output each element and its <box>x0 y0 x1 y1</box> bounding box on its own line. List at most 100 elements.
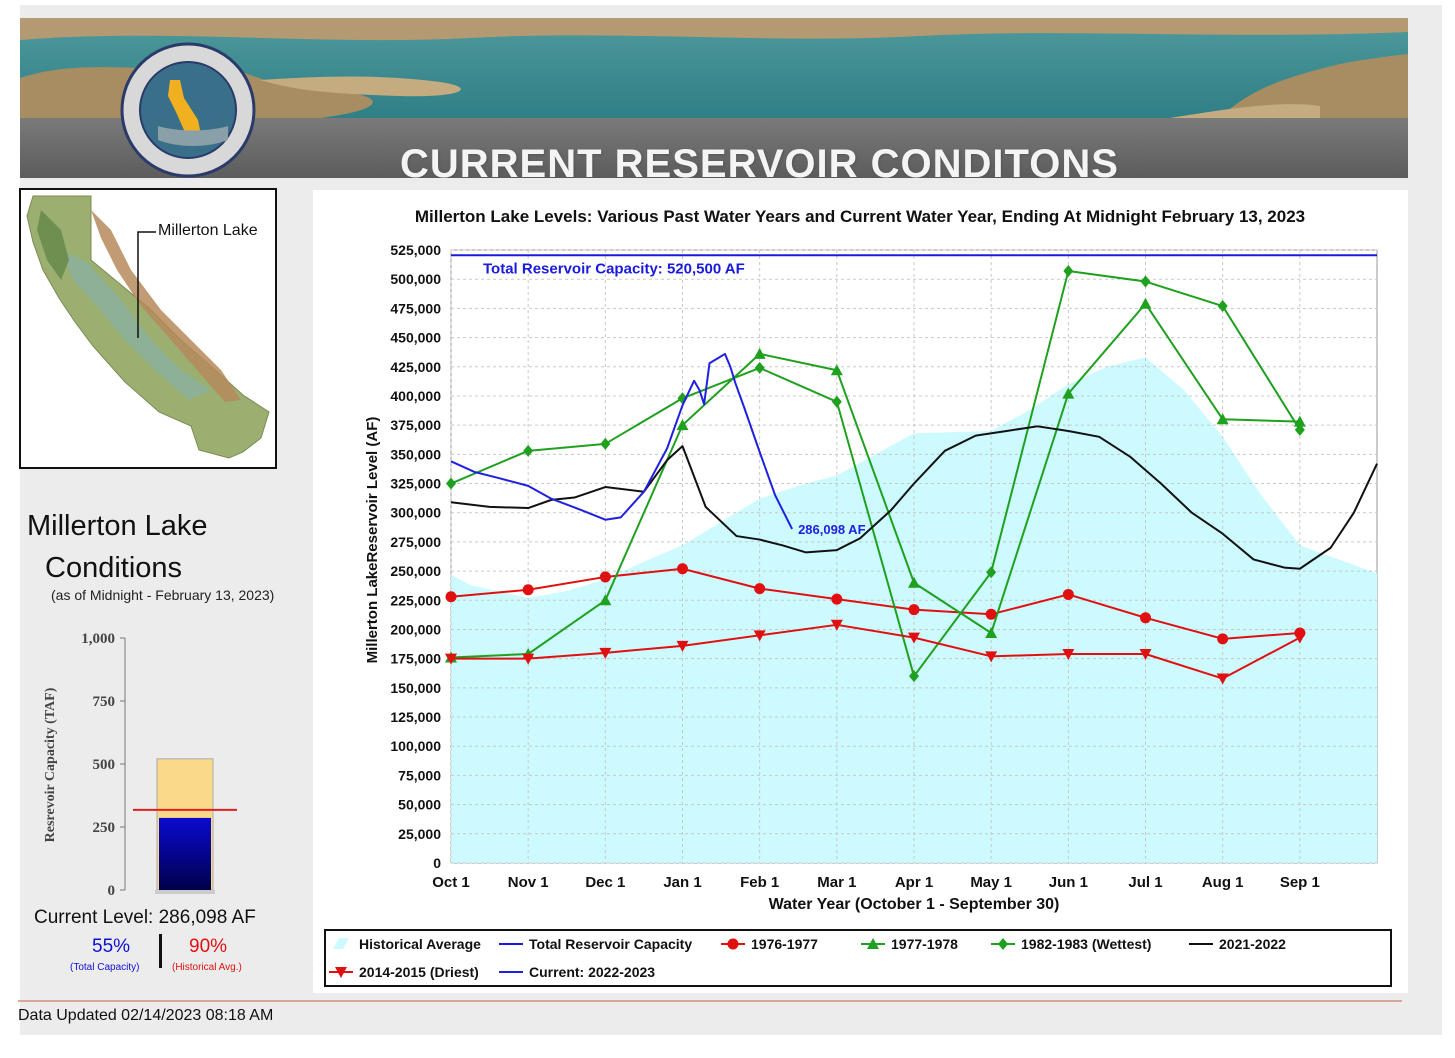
legend-item-total-reservoir-capacity: Total Reservoir Capacity <box>499 936 692 952</box>
legend-marker <box>335 967 347 978</box>
legend-label: 1982-1983 (Wettest) <box>1021 936 1151 952</box>
plot-layer: 0 25,000 50,000 75,000 100,000 125,000 150,000… <box>390 242 1378 891</box>
chart-title: Millerton Lake Levels: Various Past Wate… <box>415 207 1305 226</box>
point-2014-2015-driest <box>753 630 766 642</box>
footer-divider <box>18 1000 1402 1002</box>
point-1977-1978 <box>1216 413 1229 425</box>
point-1977-1978 <box>1139 297 1152 309</box>
y-tick-label: 275,000 <box>390 534 441 550</box>
point-1977-1978 <box>753 347 766 359</box>
y-tick-label: 450,000 <box>390 330 441 346</box>
point-1976-1977 <box>754 583 766 595</box>
current-value-annotation: 286,098 AF <box>798 522 866 537</box>
legend-marker <box>727 938 739 950</box>
chart-xlabel: Water Year (October 1 - September 30) <box>769 896 1060 913</box>
legend-item-2014-2015-driest: 2014-2015 (Driest) <box>329 964 479 980</box>
conditions-title-line2: Conditions <box>45 552 183 584</box>
y-tick-label: 25,000 <box>398 826 441 842</box>
x-tick-label: Jul 1 <box>1128 874 1162 891</box>
gauge-current-bar <box>159 817 211 890</box>
data-updated-text: Data Updated 02/14/2023 08:18 AM <box>18 1007 274 1024</box>
conditions-title: Millerton Lake Conditions <box>27 505 287 589</box>
series-line-1982-1983-wettest <box>450 270 1301 678</box>
point-1982-1983-wettest <box>1140 275 1151 288</box>
gauge-base <box>155 890 215 894</box>
percent-capacity-label: (Total Capacity) <box>70 962 140 973</box>
y-tick-label: 475,000 <box>390 300 441 316</box>
california-map: Millerton Lake <box>19 188 277 469</box>
legend-item-2021-2022: 2021-2022 <box>1189 936 1286 952</box>
legend-label: 1976-1977 <box>751 936 818 952</box>
x-tick-label: Mar 1 <box>817 874 856 891</box>
percent-divider <box>159 934 162 968</box>
legend-item-1977-1978: 1977-1978 <box>861 936 958 952</box>
point-1982-1983-wettest <box>523 444 534 457</box>
point-2014-2015-driest <box>599 647 612 659</box>
capacity-gauge: 0 250 500 750 1,000 Resrevoir Capacity (TAF) <box>43 631 237 899</box>
point-1976-1977 <box>831 593 843 605</box>
y-tick-label: 400,000 <box>390 388 441 404</box>
point-2014-2015-driest <box>1293 632 1306 644</box>
page-title: CURRENT RESERVOIR CONDITONS <box>400 142 1119 178</box>
series-line-2021-2022 <box>450 425 1378 570</box>
series-line-current-2022-2023 <box>450 352 793 530</box>
legend-label: Historical Average <box>359 936 481 952</box>
y-tick-label: 100,000 <box>390 738 441 754</box>
header-banner: CURRENT RESERVOIR CONDITONS <box>20 18 1408 178</box>
gauge-axis: 0 250 500 750 1,000 <box>81 631 126 899</box>
point-2014-2015-driest <box>445 653 457 665</box>
point-1977-1978 <box>985 626 998 638</box>
legend-marker <box>867 938 879 949</box>
point-1982-1983-wettest <box>446 477 456 490</box>
y-tick-label: 225,000 <box>390 592 441 608</box>
gauge-tick-label: 750 <box>93 694 116 710</box>
point-1982-1983-wettest <box>1217 300 1228 313</box>
y-tick-label: 425,000 <box>390 359 441 375</box>
y-tick-label: 0 <box>433 855 441 871</box>
point-1977-1978 <box>599 594 612 606</box>
y-tick-label: 50,000 <box>398 797 441 813</box>
legend-item-current-2022-2023: Current: 2022-2023 <box>499 964 655 980</box>
x-tick-label: Oct 1 <box>432 874 470 891</box>
point-2014-2015-driest <box>676 640 689 652</box>
point-1977-1978 <box>1062 387 1075 399</box>
x-tick-label: May 1 <box>970 874 1012 891</box>
legend: Historical Average Total Reservoir Capaci… <box>329 936 1286 980</box>
point-2014-2015-driest <box>522 653 535 665</box>
x-tick-label: Dec 1 <box>585 874 625 891</box>
y-tick-label: 125,000 <box>390 709 441 725</box>
y-tick-label: 375,000 <box>390 417 441 433</box>
y-tick-label: 525,000 <box>390 242 441 258</box>
y-tick-label: 200,000 <box>390 621 441 637</box>
conditions-title-line1: Millerton Lake <box>27 510 208 542</box>
point-1982-1983-wettest <box>831 395 842 408</box>
y-tick-label: 300,000 <box>390 505 441 521</box>
x-tick-label: Jun 1 <box>1049 874 1088 891</box>
point-1977-1978 <box>676 419 689 431</box>
point-1976-1977 <box>445 591 457 603</box>
percent-historical-label: (Historical Avg.) <box>172 962 242 973</box>
percent-historical: 90% <box>189 936 228 957</box>
point-1976-1977 <box>1140 612 1151 624</box>
point-2014-2015-driest <box>908 632 920 644</box>
gauge-tick-label: 1,000 <box>81 631 115 647</box>
point-2014-2015-driest <box>1216 673 1229 685</box>
legend-label: Current: 2022-2023 <box>529 964 655 980</box>
point-2014-2015-driest <box>830 619 843 631</box>
legend-label: 2014-2015 (Driest) <box>359 964 479 980</box>
point-1976-1977 <box>1217 633 1229 645</box>
point-2014-2015-driest <box>1139 648 1152 660</box>
y-tick-label: 175,000 <box>390 651 441 667</box>
legend-item-1976-1977: 1976-1977 <box>721 936 818 952</box>
point-1976-1977 <box>1062 588 1074 600</box>
series-line-1976-1977 <box>450 567 1300 640</box>
point-1982-1983-wettest <box>754 361 765 374</box>
legend-marker <box>998 938 1008 950</box>
gauge-bars <box>133 758 237 894</box>
point-2014-2015-driest <box>985 651 998 663</box>
point-1982-1983-wettest <box>1294 423 1305 436</box>
y-tick-label: 150,000 <box>390 680 441 696</box>
point-1977-1978 <box>830 364 843 376</box>
current-level-text: Current Level: 286,098 AF <box>34 907 256 928</box>
x-tick-label: Jan 1 <box>663 874 701 891</box>
